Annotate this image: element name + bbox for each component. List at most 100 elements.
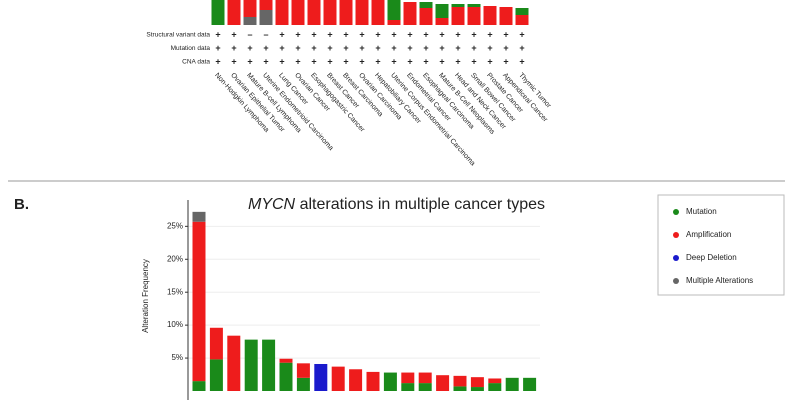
bar-segment	[401, 372, 415, 384]
bar-segment	[515, 15, 529, 25]
y-axis-label: Alteration Frequency	[141, 259, 150, 333]
bar-segment	[505, 377, 519, 391]
row-mark: +	[311, 43, 316, 53]
bar-segment	[451, 4, 465, 7]
row-label: CNA data	[182, 59, 210, 66]
row-mark: +	[263, 43, 268, 53]
bar-segment	[488, 383, 502, 391]
row-mark: +	[343, 29, 348, 39]
row-mark: +	[487, 43, 492, 53]
row-label: Mutation data	[171, 45, 211, 52]
bar-segment	[275, 0, 289, 25]
bar-segment	[314, 363, 328, 391]
bar-segment	[435, 4, 449, 18]
row-mark: +	[375, 29, 380, 39]
bar-segment	[483, 6, 497, 25]
row-label: Structural variant data	[146, 32, 210, 39]
row-mark: +	[439, 43, 444, 53]
row-mark: +	[503, 56, 508, 66]
bar-segment	[243, 0, 257, 17]
bar-segment	[401, 383, 415, 391]
row-mark: +	[343, 56, 348, 66]
bar-segment	[418, 383, 432, 391]
bar-segment	[403, 2, 417, 25]
bar-segment	[387, 0, 401, 20]
bar-segment	[243, 17, 257, 25]
y-tick-label: 20%	[167, 254, 183, 263]
row-mark: +	[231, 29, 236, 39]
bar-segment	[349, 369, 363, 391]
row-mark: +	[455, 29, 460, 39]
row-mark: +	[471, 56, 476, 66]
row-mark: +	[247, 43, 252, 53]
top-bars	[211, 0, 529, 25]
row-mark: +	[471, 43, 476, 53]
bar-segment	[192, 211, 206, 222]
row-mark: +	[519, 56, 524, 66]
row-mark: +	[295, 43, 300, 53]
bar-segment	[339, 0, 353, 25]
bar-segment	[227, 0, 241, 25]
bar-segment	[307, 0, 321, 25]
bar-segment	[451, 7, 465, 25]
row-mark: +	[215, 29, 220, 39]
bar-segment	[209, 359, 223, 391]
row-mark: +	[359, 29, 364, 39]
row-mark: +	[359, 56, 364, 66]
row-mark: +	[311, 56, 316, 66]
row-mark: +	[343, 43, 348, 53]
y-tick-label: 5%	[171, 353, 183, 362]
row-mark: +	[423, 56, 428, 66]
row-mark: +	[391, 29, 396, 39]
row-mark: +	[327, 56, 332, 66]
row-mark: +	[215, 43, 220, 53]
bar-segment	[453, 386, 467, 391]
panel-label: B.	[14, 196, 29, 213]
row-mark: +	[519, 43, 524, 53]
row-mark: +	[279, 56, 284, 66]
bar-segment	[419, 8, 433, 25]
row-mark: –	[263, 29, 268, 39]
row-mark: +	[407, 29, 412, 39]
bar-segment	[192, 381, 206, 391]
bar-segment	[387, 20, 401, 25]
bar-segment	[192, 221, 206, 382]
bar-segment	[470, 387, 484, 391]
bar-segment	[323, 0, 337, 25]
row-mark: +	[503, 29, 508, 39]
bar-segment	[488, 378, 502, 384]
row-mark: +	[375, 43, 380, 53]
row-mark: +	[391, 56, 396, 66]
row-mark: +	[439, 56, 444, 66]
bar-segment	[296, 377, 310, 391]
bar-segment	[419, 2, 433, 8]
y-tick-label: 15%	[167, 287, 183, 296]
bar-segment	[515, 8, 529, 15]
legend-swatch	[673, 255, 679, 261]
bar-segment	[209, 327, 223, 360]
row-mark: +	[487, 29, 492, 39]
row-mark: +	[327, 43, 332, 53]
chart-title: MYCN alterations in multiple cancer type…	[248, 196, 545, 213]
row-mark: +	[279, 29, 284, 39]
row-mark: +	[295, 56, 300, 66]
row-mark: +	[503, 43, 508, 53]
row-mark: +	[231, 43, 236, 53]
row-mark: +	[359, 43, 364, 53]
bar-segment	[470, 377, 484, 388]
row-mark: +	[439, 29, 444, 39]
row-mark: +	[247, 56, 252, 66]
title-gene: MYCN	[248, 196, 296, 213]
legend-label: Multiple Alterations	[686, 276, 753, 285]
bar-segment	[467, 7, 481, 25]
row-mark: +	[407, 56, 412, 66]
bar-segment	[418, 372, 432, 384]
row-mark: +	[295, 29, 300, 39]
legend-label: Deep Deletion	[686, 253, 737, 262]
legend-swatch	[673, 232, 679, 238]
bar-segment	[331, 366, 345, 391]
row-mark: +	[391, 43, 396, 53]
bar-segment	[259, 10, 273, 25]
title-text: alterations in multiple cancer types	[300, 196, 545, 213]
